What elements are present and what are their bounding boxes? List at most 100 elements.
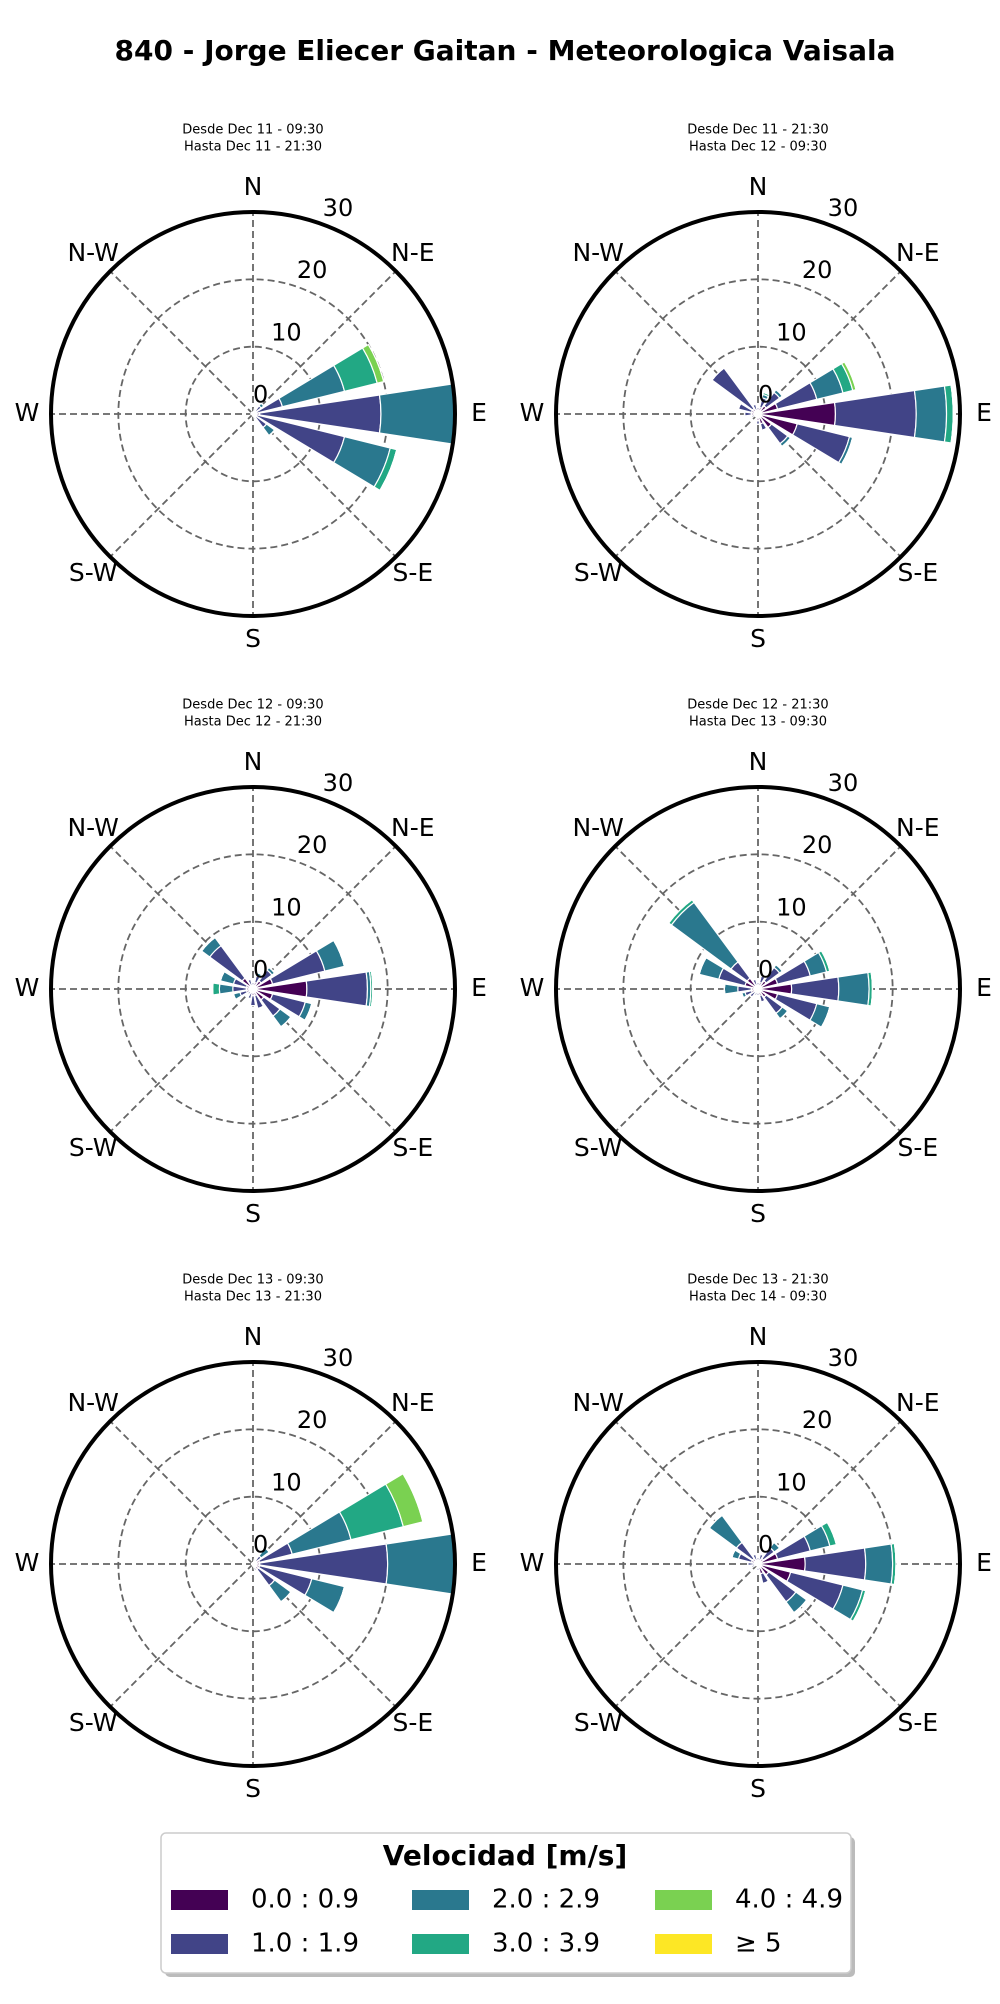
- direction-label: N-W: [572, 238, 623, 267]
- radial-tick-label: 10: [776, 318, 807, 346]
- radial-tick-label: 20: [297, 256, 328, 284]
- subplot-subtitle: Desde Dec 11 - 21:30: [687, 123, 828, 138]
- subplot-subtitle: Hasta Dec 13 - 09:30: [689, 715, 827, 730]
- direction-label: S-W: [69, 1133, 118, 1162]
- radial-tick-label: 30: [828, 194, 859, 222]
- direction-label: N-W: [572, 1388, 623, 1417]
- direction-label: N: [749, 172, 768, 201]
- subplot-subtitle: Hasta Dec 13 - 21:30: [184, 1290, 322, 1305]
- wind-bar: [386, 1534, 455, 1594]
- subplot-subtitle: Desde Dec 11 - 09:30: [182, 123, 323, 138]
- direction-label: N-E: [896, 1388, 940, 1417]
- direction-label: E: [471, 398, 487, 427]
- direction-label: W: [520, 398, 545, 427]
- wind-bar: [213, 983, 220, 995]
- direction-label: E: [471, 973, 487, 1002]
- wind-bar: [219, 984, 233, 994]
- direction-label: E: [471, 1548, 487, 1577]
- wind-bar: [755, 416, 756, 417]
- legend-label: 2.0 : 2.9: [492, 1885, 600, 1915]
- legend-label: 4.0 : 4.9: [735, 1885, 843, 1915]
- radial-tick-label: 0: [758, 956, 773, 984]
- radial-tick-label: 0: [758, 381, 773, 409]
- radial-tick-label: 0: [758, 1531, 773, 1559]
- wind-bar: [724, 984, 738, 994]
- radial-tick-label: 20: [802, 256, 833, 284]
- radial-tick-label: 30: [323, 194, 354, 222]
- wind-bar: [751, 416, 752, 418]
- legend-swatch: [655, 1890, 712, 1910]
- direction-label: N: [244, 1322, 263, 1351]
- direction-label: N-E: [896, 813, 940, 842]
- legend-swatch: [412, 1890, 469, 1910]
- radial-tick-label: 10: [776, 1468, 807, 1496]
- legend-label: 1.0 : 1.9: [251, 1929, 359, 1959]
- radial-tick-label: 20: [297, 831, 328, 859]
- wind-bar: [914, 386, 946, 442]
- wind-bar: [865, 1544, 893, 1584]
- radial-tick-label: 0: [253, 956, 268, 984]
- wind-bar: [838, 972, 869, 1005]
- direction-label: E: [976, 973, 992, 1002]
- radial-tick-label: 0: [253, 1531, 268, 1559]
- direction-label: N: [749, 1322, 768, 1351]
- subplot-subtitle: Hasta Dec 11 - 21:30: [184, 140, 322, 155]
- direction-label: S: [245, 1774, 261, 1803]
- direction-label: N-E: [391, 1388, 435, 1417]
- wind-bar: [254, 409, 255, 410]
- wind-bar: [380, 384, 455, 444]
- radial-tick-label: 30: [323, 769, 354, 797]
- direction-label: S-W: [574, 1133, 623, 1162]
- direction-label: S-W: [574, 1708, 623, 1737]
- direction-label: S: [750, 1774, 766, 1803]
- direction-label: N-E: [391, 813, 435, 842]
- direction-label: N-W: [572, 813, 623, 842]
- legend-swatch: [655, 1934, 712, 1954]
- wind-bar: [254, 419, 255, 420]
- radial-tick-label: 30: [828, 769, 859, 797]
- subplot-subtitle: Hasta Dec 14 - 09:30: [689, 1290, 827, 1305]
- radial-tick-label: 10: [271, 318, 302, 346]
- radial-tick-label: 10: [776, 893, 807, 921]
- radial-tick-label: 20: [802, 831, 833, 859]
- radial-tick-label: 20: [802, 1406, 833, 1434]
- figure-title: 840 - Jorge Eliecer Gaitan - Meteorologi…: [115, 34, 896, 67]
- legend-label: 0.0 : 0.9: [251, 1885, 359, 1915]
- direction-label: N-E: [896, 238, 940, 267]
- direction-label: N-E: [391, 238, 435, 267]
- direction-label: S-W: [574, 558, 623, 587]
- direction-label: S: [750, 624, 766, 653]
- wind-bar: [751, 1566, 752, 1568]
- subplot-subtitle: Desde Dec 12 - 21:30: [687, 698, 828, 713]
- direction-label: S-W: [69, 1708, 118, 1737]
- subplot-subtitle: Hasta Dec 12 - 09:30: [689, 140, 827, 155]
- legend-title: Velocidad [m/s]: [383, 1839, 628, 1872]
- subplot-subtitle: Desde Dec 13 - 21:30: [687, 1273, 828, 1288]
- radial-tick-label: 0: [253, 381, 268, 409]
- direction-label: W: [520, 973, 545, 1002]
- legend-swatch: [171, 1890, 228, 1910]
- direction-label: W: [15, 973, 40, 1002]
- legend-label: ≥ 5: [735, 1929, 782, 1959]
- subplot-subtitle: Desde Dec 13 - 09:30: [182, 1273, 323, 1288]
- direction-label: S-E: [897, 1708, 938, 1737]
- wind-bar: [255, 1570, 257, 1571]
- direction-label: W: [520, 1548, 545, 1577]
- direction-label: S: [245, 1199, 261, 1228]
- direction-label: S: [750, 1199, 766, 1228]
- direction-label: S-E: [392, 1708, 433, 1737]
- direction-label: S: [245, 624, 261, 653]
- direction-label: N-W: [67, 813, 118, 842]
- radial-tick-label: 20: [297, 1406, 328, 1434]
- direction-label: E: [976, 398, 992, 427]
- direction-label: N-W: [67, 238, 118, 267]
- direction-label: S-E: [897, 1133, 938, 1162]
- legend-label: 3.0 : 3.9: [492, 1929, 600, 1959]
- direction-label: N: [244, 172, 263, 201]
- direction-label: W: [15, 398, 40, 427]
- legend-swatch: [412, 1934, 469, 1954]
- radial-tick-label: 30: [323, 1344, 354, 1372]
- direction-label: N: [749, 747, 768, 776]
- direction-label: W: [15, 1548, 40, 1577]
